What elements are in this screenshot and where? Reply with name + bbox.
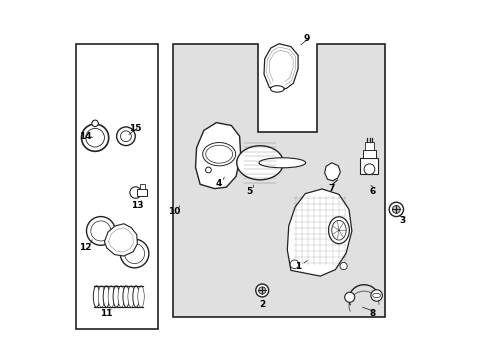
Ellipse shape bbox=[93, 286, 100, 307]
Circle shape bbox=[81, 124, 109, 151]
Ellipse shape bbox=[128, 286, 134, 307]
Text: 10: 10 bbox=[168, 207, 180, 216]
Ellipse shape bbox=[103, 286, 110, 307]
Polygon shape bbox=[287, 189, 352, 276]
Ellipse shape bbox=[133, 286, 139, 307]
Ellipse shape bbox=[259, 158, 306, 168]
Bar bbox=[137, 189, 147, 196]
Bar bbox=[76, 44, 158, 329]
Circle shape bbox=[87, 217, 115, 245]
Circle shape bbox=[392, 206, 400, 213]
Circle shape bbox=[205, 167, 211, 173]
Text: 7: 7 bbox=[328, 184, 334, 193]
Bar bbox=[140, 184, 146, 189]
Circle shape bbox=[124, 243, 145, 264]
Text: 5: 5 bbox=[246, 187, 252, 196]
Text: 4: 4 bbox=[216, 179, 222, 188]
Circle shape bbox=[120, 239, 149, 268]
Text: 14: 14 bbox=[79, 132, 92, 141]
Ellipse shape bbox=[332, 220, 346, 240]
Ellipse shape bbox=[206, 145, 233, 163]
Ellipse shape bbox=[329, 217, 349, 244]
Circle shape bbox=[91, 221, 111, 241]
Ellipse shape bbox=[98, 286, 105, 307]
Bar bbox=[361, 158, 378, 174]
Ellipse shape bbox=[270, 86, 284, 92]
Circle shape bbox=[290, 260, 299, 269]
Ellipse shape bbox=[113, 286, 120, 307]
Text: 9: 9 bbox=[303, 34, 310, 43]
Circle shape bbox=[364, 164, 375, 175]
Circle shape bbox=[121, 131, 131, 141]
Circle shape bbox=[259, 287, 266, 294]
Bar bbox=[366, 142, 374, 149]
Text: 11: 11 bbox=[99, 309, 112, 318]
Ellipse shape bbox=[108, 286, 115, 307]
Circle shape bbox=[389, 202, 403, 217]
Polygon shape bbox=[196, 123, 241, 189]
Circle shape bbox=[371, 290, 382, 301]
Ellipse shape bbox=[203, 143, 236, 166]
Text: 1: 1 bbox=[295, 262, 301, 271]
Circle shape bbox=[86, 129, 104, 147]
Text: 8: 8 bbox=[369, 309, 375, 318]
Circle shape bbox=[117, 127, 135, 145]
Ellipse shape bbox=[138, 286, 144, 307]
Polygon shape bbox=[324, 163, 341, 181]
Circle shape bbox=[130, 187, 141, 198]
Ellipse shape bbox=[118, 286, 124, 307]
Text: 12: 12 bbox=[79, 243, 92, 252]
Circle shape bbox=[340, 262, 347, 270]
Text: 6: 6 bbox=[370, 187, 376, 196]
Circle shape bbox=[92, 120, 98, 127]
Polygon shape bbox=[264, 44, 298, 89]
Text: 15: 15 bbox=[129, 123, 142, 132]
Text: 13: 13 bbox=[131, 201, 144, 210]
Circle shape bbox=[256, 284, 269, 297]
Polygon shape bbox=[104, 224, 137, 256]
Text: 3: 3 bbox=[400, 216, 406, 225]
PathPatch shape bbox=[173, 44, 385, 317]
Text: 2: 2 bbox=[259, 300, 266, 309]
Circle shape bbox=[344, 292, 355, 302]
Ellipse shape bbox=[237, 146, 283, 180]
Bar bbox=[364, 149, 376, 158]
Ellipse shape bbox=[123, 286, 129, 307]
